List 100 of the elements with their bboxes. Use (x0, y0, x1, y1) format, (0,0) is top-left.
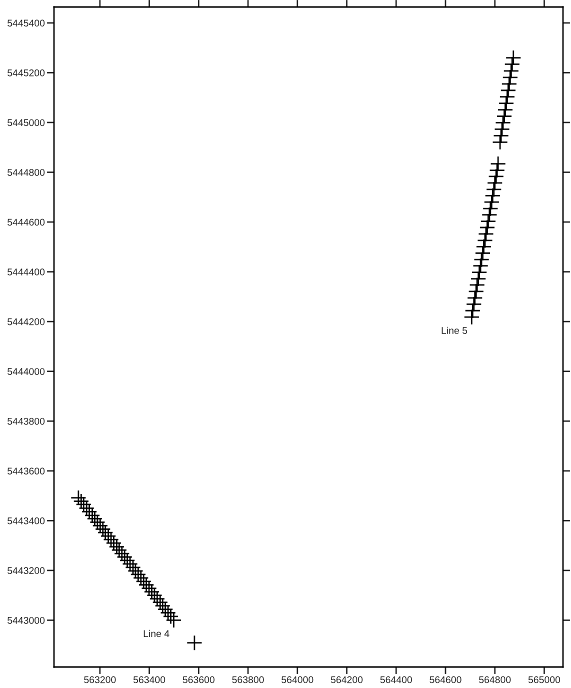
point (499, 88, 516, 105)
y-tick-label: 5444400 (8, 268, 45, 276)
point (70, 490, 86, 506)
y-tick-label: 5445400 (8, 20, 45, 27)
point (160, 604, 176, 621)
point (478, 226, 494, 242)
y-tick-label: 5444200 (8, 318, 45, 326)
point (492, 134, 508, 150)
y-tick-label: 5445200 (8, 69, 45, 76)
annotation: Line 4 (144, 630, 170, 638)
point (73, 493, 90, 510)
point (162, 608, 179, 624)
point (89, 514, 106, 530)
y-tick-label: 5444000 (8, 368, 45, 375)
point (76, 496, 92, 512)
point (469, 277, 486, 293)
point (488, 168, 504, 184)
point (476, 238, 492, 255)
point (486, 181, 502, 198)
point (152, 594, 168, 610)
point (114, 546, 130, 562)
point (482, 200, 498, 217)
point (471, 264, 488, 280)
point (103, 532, 119, 548)
point (81, 504, 98, 520)
point (481, 206, 498, 223)
point (496, 108, 512, 124)
y-tick-label: 5443400 (8, 517, 45, 524)
point (486, 174, 503, 191)
point (477, 232, 493, 248)
point (502, 69, 518, 86)
x-tick-label: 564600 (430, 676, 462, 684)
point (464, 309, 480, 326)
point (132, 570, 149, 586)
point (503, 62, 520, 79)
x-tick-label: 563800 (232, 676, 264, 684)
point (479, 220, 496, 236)
point (474, 245, 491, 262)
point (470, 270, 486, 287)
x-tick-label: 563200 (84, 676, 116, 684)
point (149, 590, 166, 607)
point (94, 521, 111, 538)
x-tick-label: 564800 (479, 676, 511, 684)
point (130, 566, 146, 582)
point (186, 634, 202, 651)
point (489, 162, 506, 178)
point (119, 552, 136, 568)
point (466, 296, 482, 312)
point (501, 76, 518, 92)
point (127, 562, 144, 579)
point (498, 95, 514, 112)
point (116, 549, 133, 565)
y-tick-label: 5445000 (8, 119, 45, 126)
point (494, 121, 510, 138)
x-tick-label: 564200 (330, 676, 363, 684)
point (490, 156, 506, 172)
point (480, 213, 496, 230)
point (146, 587, 162, 604)
annotation: Line 5 (442, 326, 468, 334)
x-tick-label: 564400 (380, 676, 412, 684)
point (84, 507, 100, 524)
point (484, 188, 501, 204)
point (484, 194, 500, 210)
point (111, 542, 128, 558)
x-tick-label: 563600 (182, 676, 214, 684)
x-tick-label: 564000 (282, 676, 314, 684)
point (106, 535, 122, 552)
point (157, 601, 174, 618)
y-tick-label: 5443200 (8, 567, 45, 574)
point (466, 290, 483, 306)
y-tick-label: 5444600 (8, 218, 45, 226)
point (138, 576, 154, 593)
y-tick-label: 5443600 (8, 468, 45, 475)
point (125, 559, 141, 576)
point (468, 283, 484, 300)
point (108, 538, 125, 555)
point (92, 518, 108, 534)
point (497, 102, 514, 118)
point (97, 524, 114, 541)
y-tick-label: 5444800 (8, 168, 45, 176)
point (472, 258, 489, 274)
point (122, 556, 138, 572)
point (504, 56, 520, 72)
point (78, 500, 95, 516)
y-tick-label: 5443800 (8, 418, 45, 425)
point (141, 580, 158, 596)
point (166, 612, 182, 628)
x-tick-label: 563400 (133, 676, 166, 684)
point (505, 50, 522, 66)
point (136, 573, 152, 590)
point (474, 252, 490, 268)
point (154, 598, 171, 614)
point (86, 510, 103, 527)
x-tick-label: 565000 (528, 676, 560, 684)
point (500, 82, 516, 98)
y-tick-label: 5443000 (8, 616, 45, 624)
point (100, 528, 116, 544)
point (493, 128, 510, 144)
point (464, 302, 481, 319)
point (144, 584, 160, 600)
